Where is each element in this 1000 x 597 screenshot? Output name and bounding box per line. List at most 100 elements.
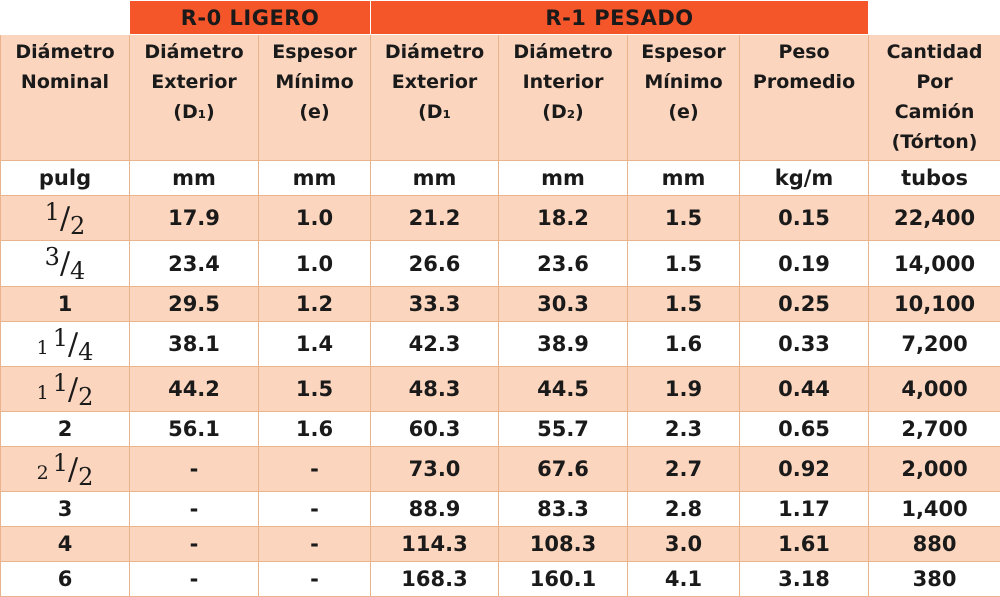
unit-cell: kg/m (740, 161, 869, 196)
table-cell: - (130, 447, 259, 492)
column-header-line: Promedio (740, 67, 868, 97)
table-cell: 2.3 (628, 412, 740, 447)
table-cell: 1.17 (740, 492, 869, 527)
table-cell: 33.3 (371, 287, 499, 322)
table-cell: 17.9 (130, 196, 259, 241)
table-cell: - (259, 447, 371, 492)
nominal-diameter-cell: 3 (1, 492, 130, 527)
group-r0-ligero: R-0 LIGERO (130, 1, 371, 35)
nominal-diameter-cell: 3/4 (1, 241, 130, 287)
table-cell: 38.9 (499, 322, 628, 367)
nominal-denominator: 2 (70, 212, 85, 240)
table-cell: 21.2 (371, 196, 499, 241)
fraction-slash: / (60, 201, 70, 236)
group-blank-right (869, 1, 1000, 35)
column-header-line: Cantidad (869, 37, 1000, 67)
fraction-slash: / (68, 452, 78, 487)
column-header-line: (D₁) (130, 97, 258, 127)
table-cell: 0.19 (740, 241, 869, 287)
table-cell: 14,000 (869, 241, 1000, 287)
table-cell: 380 (869, 562, 1000, 597)
table-cell: - (130, 527, 259, 562)
column-header-line: Diámetro (130, 37, 258, 67)
table-cell: 1.4 (259, 322, 371, 367)
table-cell: 2.8 (628, 492, 740, 527)
table-cell: 1.0 (259, 196, 371, 241)
table-cell: 168.3 (371, 562, 499, 597)
nominal-diameter-cell: 1 (1, 287, 130, 322)
table-cell: 30.3 (499, 287, 628, 322)
table-cell: 1.0 (259, 241, 371, 287)
nominal-whole: 1 (37, 382, 49, 404)
table-cell: 160.1 (499, 562, 628, 597)
table-cell: 1.6 (628, 322, 740, 367)
unit-cell: mm (371, 161, 499, 196)
unit-cell: pulg (1, 161, 130, 196)
table-cell: 1.5 (259, 367, 371, 412)
fraction-slash: / (68, 327, 78, 362)
group-r1-pesado: R-1 PESADO (371, 1, 869, 35)
table-cell: 0.65 (740, 412, 869, 447)
table-cell: 23.4 (130, 241, 259, 287)
table-cell: 1.9 (628, 367, 740, 412)
nominal-fraction: 6 (58, 567, 73, 591)
column-header-line: Camión (869, 97, 1000, 127)
nominal-fraction: 1 (58, 292, 73, 316)
table-cell: - (259, 562, 371, 597)
column-header-line: Diámetro (371, 37, 498, 67)
table-cell: 4.1 (628, 562, 740, 597)
table-cell: - (130, 492, 259, 527)
table-cell: 67.6 (499, 447, 628, 492)
nominal-denominator: 2 (78, 383, 93, 411)
nominal-denominator: 2 (78, 463, 93, 491)
nominal-numerator: 1 (45, 198, 60, 226)
table-cell: 880 (869, 527, 1000, 562)
table-cell: 42.3 (371, 322, 499, 367)
nominal-denominator: 4 (78, 338, 93, 366)
unit-cell: mm (130, 161, 259, 196)
nominal-numerator: 1 (53, 369, 68, 397)
column-header-line: (Tórton) (869, 127, 1000, 157)
column-header-line: Interior (499, 67, 627, 97)
table-cell: 2,000 (869, 447, 1000, 492)
column-header-line: Nominal (1, 67, 129, 97)
nominal-diameter-cell: 1/2 (1, 196, 130, 241)
nominal-value: 3 (58, 497, 73, 521)
table-cell: 3.18 (740, 562, 869, 597)
table-cell: 1.5 (628, 196, 740, 241)
nominal-numerator: 1 (53, 449, 68, 477)
column-header-line: Mínimo (628, 67, 739, 97)
group-header-row: R-0 LIGERO R-1 PESADO (1, 1, 1000, 35)
column-header-line: Exterior (130, 67, 258, 97)
nominal-fraction: 2 (58, 417, 73, 441)
table-cell: 48.3 (371, 367, 499, 412)
table-cell: 1.5 (628, 287, 740, 322)
nominal-diameter-cell: 2 (1, 412, 130, 447)
table-cell: 2,700 (869, 412, 1000, 447)
table-cell: 73.0 (371, 447, 499, 492)
column-header-line: Mínimo (259, 67, 370, 97)
column-header-line: Diámetro (499, 37, 627, 67)
table-cell: 1,400 (869, 492, 1000, 527)
table-cell: 0.15 (740, 196, 869, 241)
nominal-fraction: 3/4 (45, 246, 86, 281)
fraction-slash: / (68, 372, 78, 407)
